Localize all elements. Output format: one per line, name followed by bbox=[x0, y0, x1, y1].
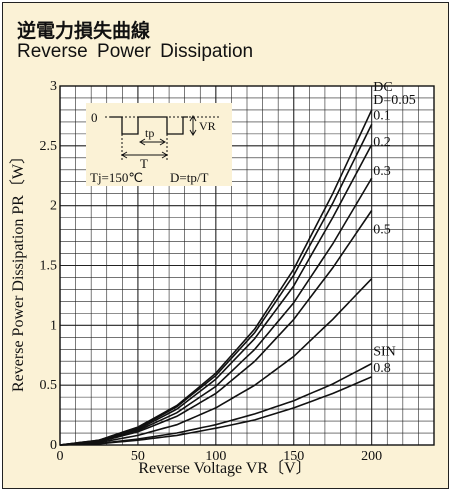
y-axis-ticks: 0 0.5 1 1.5 2 2.5 3 bbox=[40, 79, 58, 453]
curve-group bbox=[59, 109, 373, 446]
chart-title-english: Reverse Power Dissipation bbox=[17, 41, 254, 62]
y-tick-label: 0.5 bbox=[40, 378, 58, 393]
series-line bbox=[59, 210, 373, 446]
x-axis-ticks: 0 50 100 150 200 bbox=[57, 449, 383, 464]
inset-zero-label: 0 bbox=[91, 110, 98, 125]
inset-t-label: T bbox=[140, 156, 148, 171]
chart-title-japanese: 逆電力損失曲線 bbox=[17, 20, 151, 42]
x-tick-label: 0 bbox=[57, 449, 64, 464]
x-tick-label: 50 bbox=[131, 449, 145, 464]
x-tick-label: 150 bbox=[283, 449, 304, 464]
x-tick-label: 200 bbox=[361, 449, 382, 464]
inset-junction-temp: Tj=150℃ bbox=[90, 170, 143, 185]
curve-label: 0.8 bbox=[373, 361, 391, 376]
curve-label: DC bbox=[373, 80, 392, 95]
x-tick-label: 100 bbox=[205, 449, 226, 464]
inset-duty-formula: D=tp/T bbox=[170, 170, 208, 185]
inset-tp-label: tp bbox=[145, 126, 154, 140]
waveform-inset: 0 VR tp T Tj=150℃ D=tp/T bbox=[86, 103, 232, 186]
series-line bbox=[59, 278, 373, 446]
curve-label: 0.3 bbox=[373, 164, 391, 179]
y-axis-title: Reverse Power Dissipation PR〔W〕 bbox=[9, 148, 27, 392]
curve-label: SIN bbox=[373, 344, 396, 359]
inset-t-arrowheads bbox=[121, 151, 168, 159]
curve-label-group: DCD=0.050.1 0.2 0.3 0.5 SIN 0.8 bbox=[373, 80, 416, 376]
y-tick-label: 1.5 bbox=[40, 259, 58, 274]
inset-vr-arrowheads bbox=[189, 115, 197, 136]
inset-vr-label: VR bbox=[199, 119, 216, 133]
curve-label: 0.2 bbox=[373, 135, 391, 150]
curve-label: 0.1 bbox=[373, 109, 391, 124]
curve-label: D=0.05 bbox=[373, 93, 416, 108]
series-line bbox=[59, 376, 373, 446]
y-tick-label: 3 bbox=[50, 79, 57, 94]
plot-area-border bbox=[59, 85, 435, 446]
y-tick-label: 2.5 bbox=[40, 139, 58, 154]
inset-pulse-waveform bbox=[110, 116, 188, 135]
y-tick-label: 0 bbox=[50, 438, 57, 453]
inset-tp-arrowheads bbox=[139, 138, 166, 146]
x-axis-title: Reverse Voltage VR〔V〕 bbox=[138, 459, 311, 477]
y-tick-label: 1 bbox=[50, 318, 57, 333]
y-tick-label: 2 bbox=[50, 199, 57, 214]
curve-label: 0.5 bbox=[373, 222, 391, 237]
